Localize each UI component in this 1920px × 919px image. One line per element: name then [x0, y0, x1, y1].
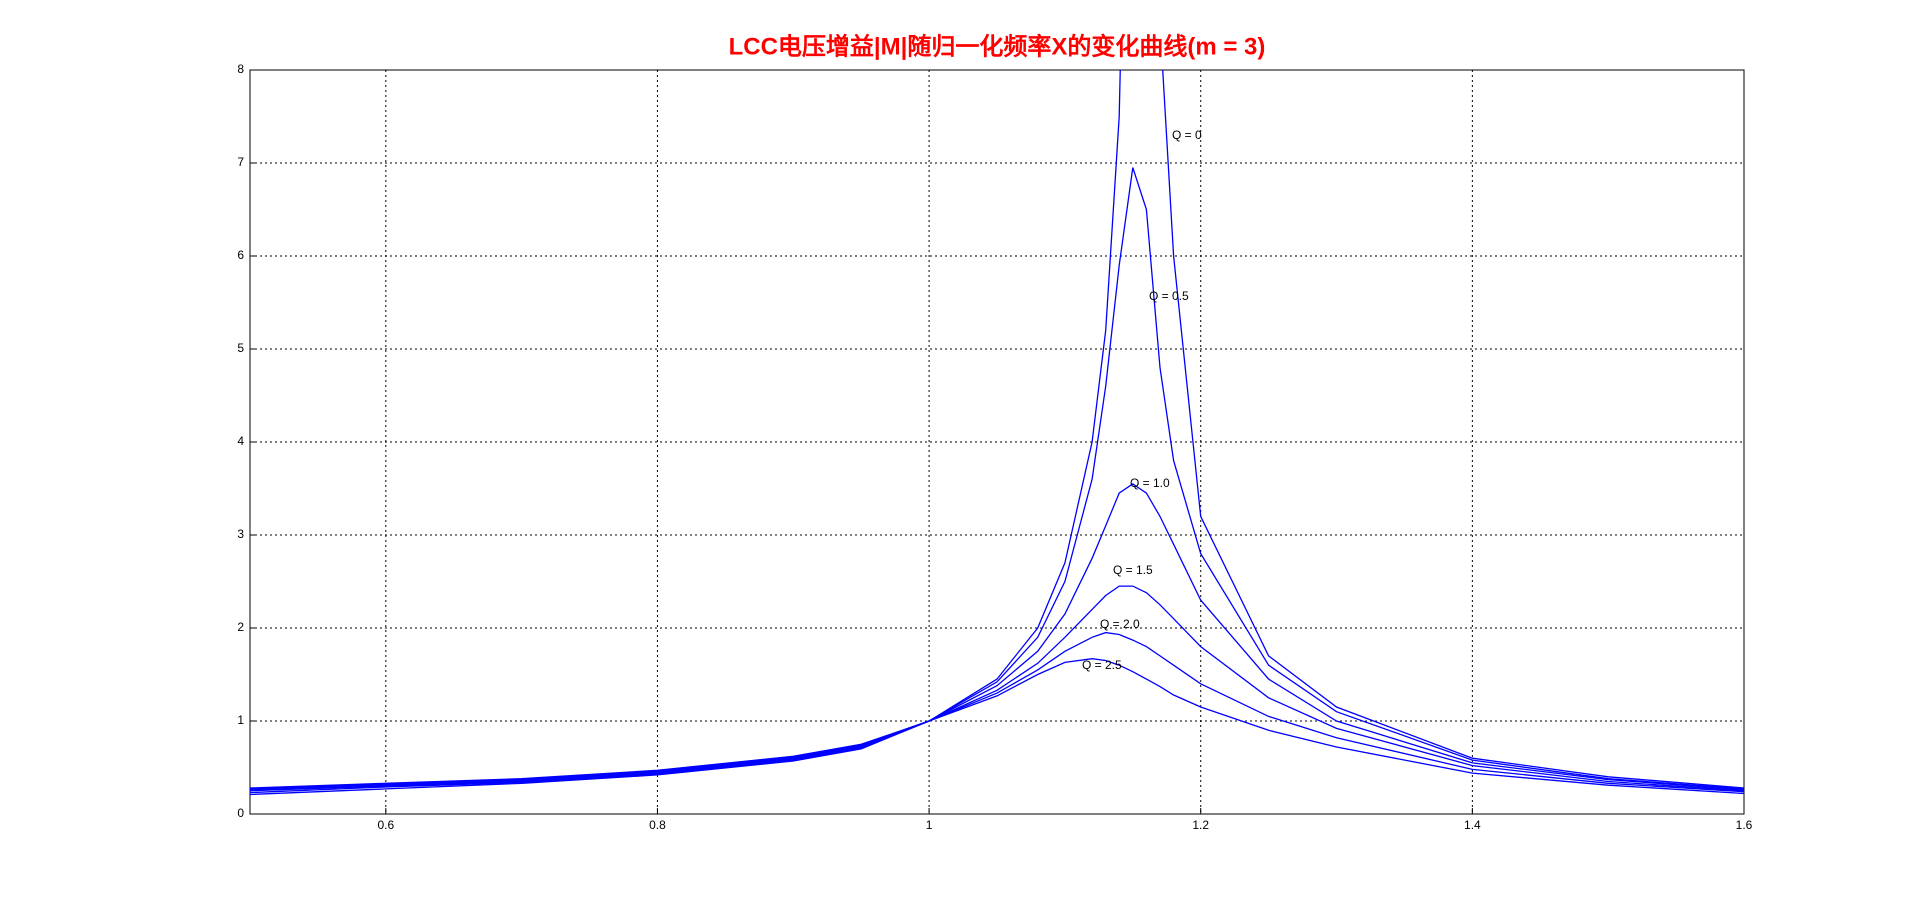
- chart-title: LCC电压增益|M|随归一化频率X的变化曲线(m = 3): [729, 32, 1266, 60]
- y-tick-label: 3: [237, 527, 244, 541]
- series-line: [250, 658, 1744, 796]
- x-tick-label: 0.6: [377, 818, 394, 832]
- series-label: Q = 1.5: [1113, 563, 1153, 577]
- series-line: [250, 167, 1744, 790]
- y-tick-label: 0: [237, 806, 244, 820]
- y-tick-label: 5: [237, 341, 244, 355]
- x-tick-label: 1.6: [1736, 818, 1753, 832]
- series-line: [250, 483, 1744, 791]
- y-tick-label: 7: [237, 155, 244, 169]
- series-line: [250, 585, 1744, 792]
- y-tick-label: 1: [237, 713, 244, 727]
- y-tick-label: 6: [237, 248, 244, 262]
- y-tick-label: 4: [237, 434, 244, 448]
- series-line: [250, 70, 1744, 789]
- series-line: [250, 631, 1744, 794]
- x-tick-label: 1.2: [1192, 818, 1209, 832]
- series-label: Q = 2.5: [1082, 658, 1122, 672]
- x-tick-label: 1: [926, 818, 933, 832]
- x-tick-label: 1.4: [1464, 818, 1481, 832]
- series-label: Q = 0: [1172, 128, 1202, 142]
- series-label: Q = 0.5: [1149, 289, 1189, 303]
- y-tick-label: 2: [237, 620, 244, 634]
- x-tick-label: 0.8: [649, 818, 666, 832]
- plot-lines: [250, 70, 1744, 796]
- series-label: Q = 2.0: [1100, 617, 1140, 631]
- y-tick-label: 8: [237, 62, 244, 76]
- series-label: Q = 1.0: [1130, 476, 1170, 490]
